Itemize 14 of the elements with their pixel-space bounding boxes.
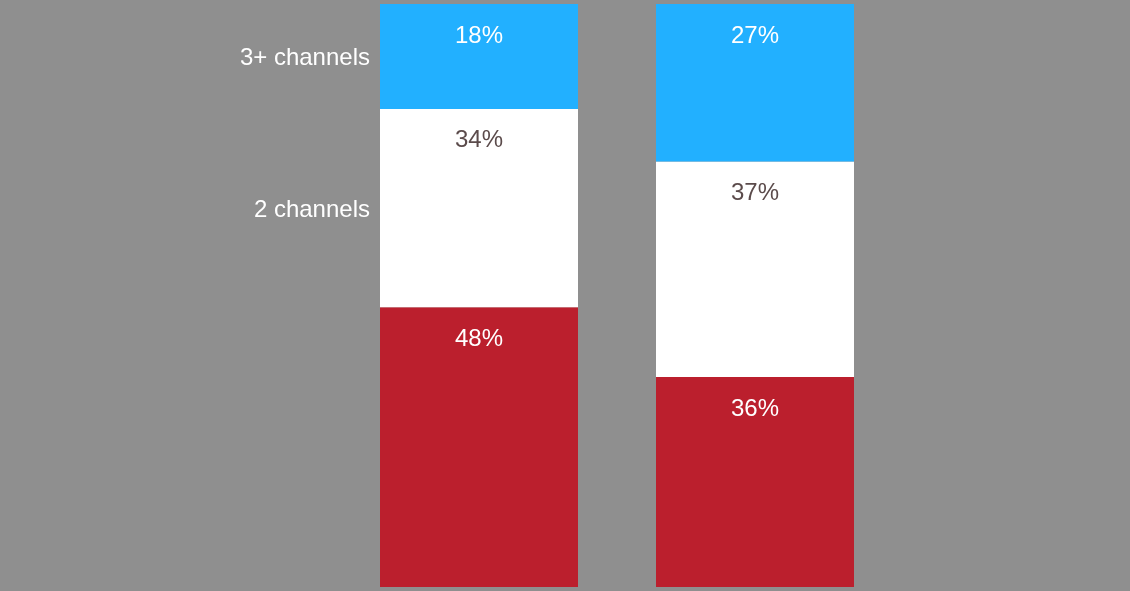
series-label: 3+ channels [239,42,370,70]
bar [380,108,578,308]
data-label: 37% [730,177,780,205]
data-label: 48% [454,323,504,351]
data-label: 34% [454,125,504,153]
bar [656,161,854,378]
bar [380,307,578,587]
bar [656,4,854,162]
series-label: 2 channels [253,194,370,222]
data-label: 18% [454,20,504,48]
bar [656,377,854,587]
data-label: 36% [730,393,780,421]
bar [380,4,578,109]
data-label: 27% [730,20,780,48]
